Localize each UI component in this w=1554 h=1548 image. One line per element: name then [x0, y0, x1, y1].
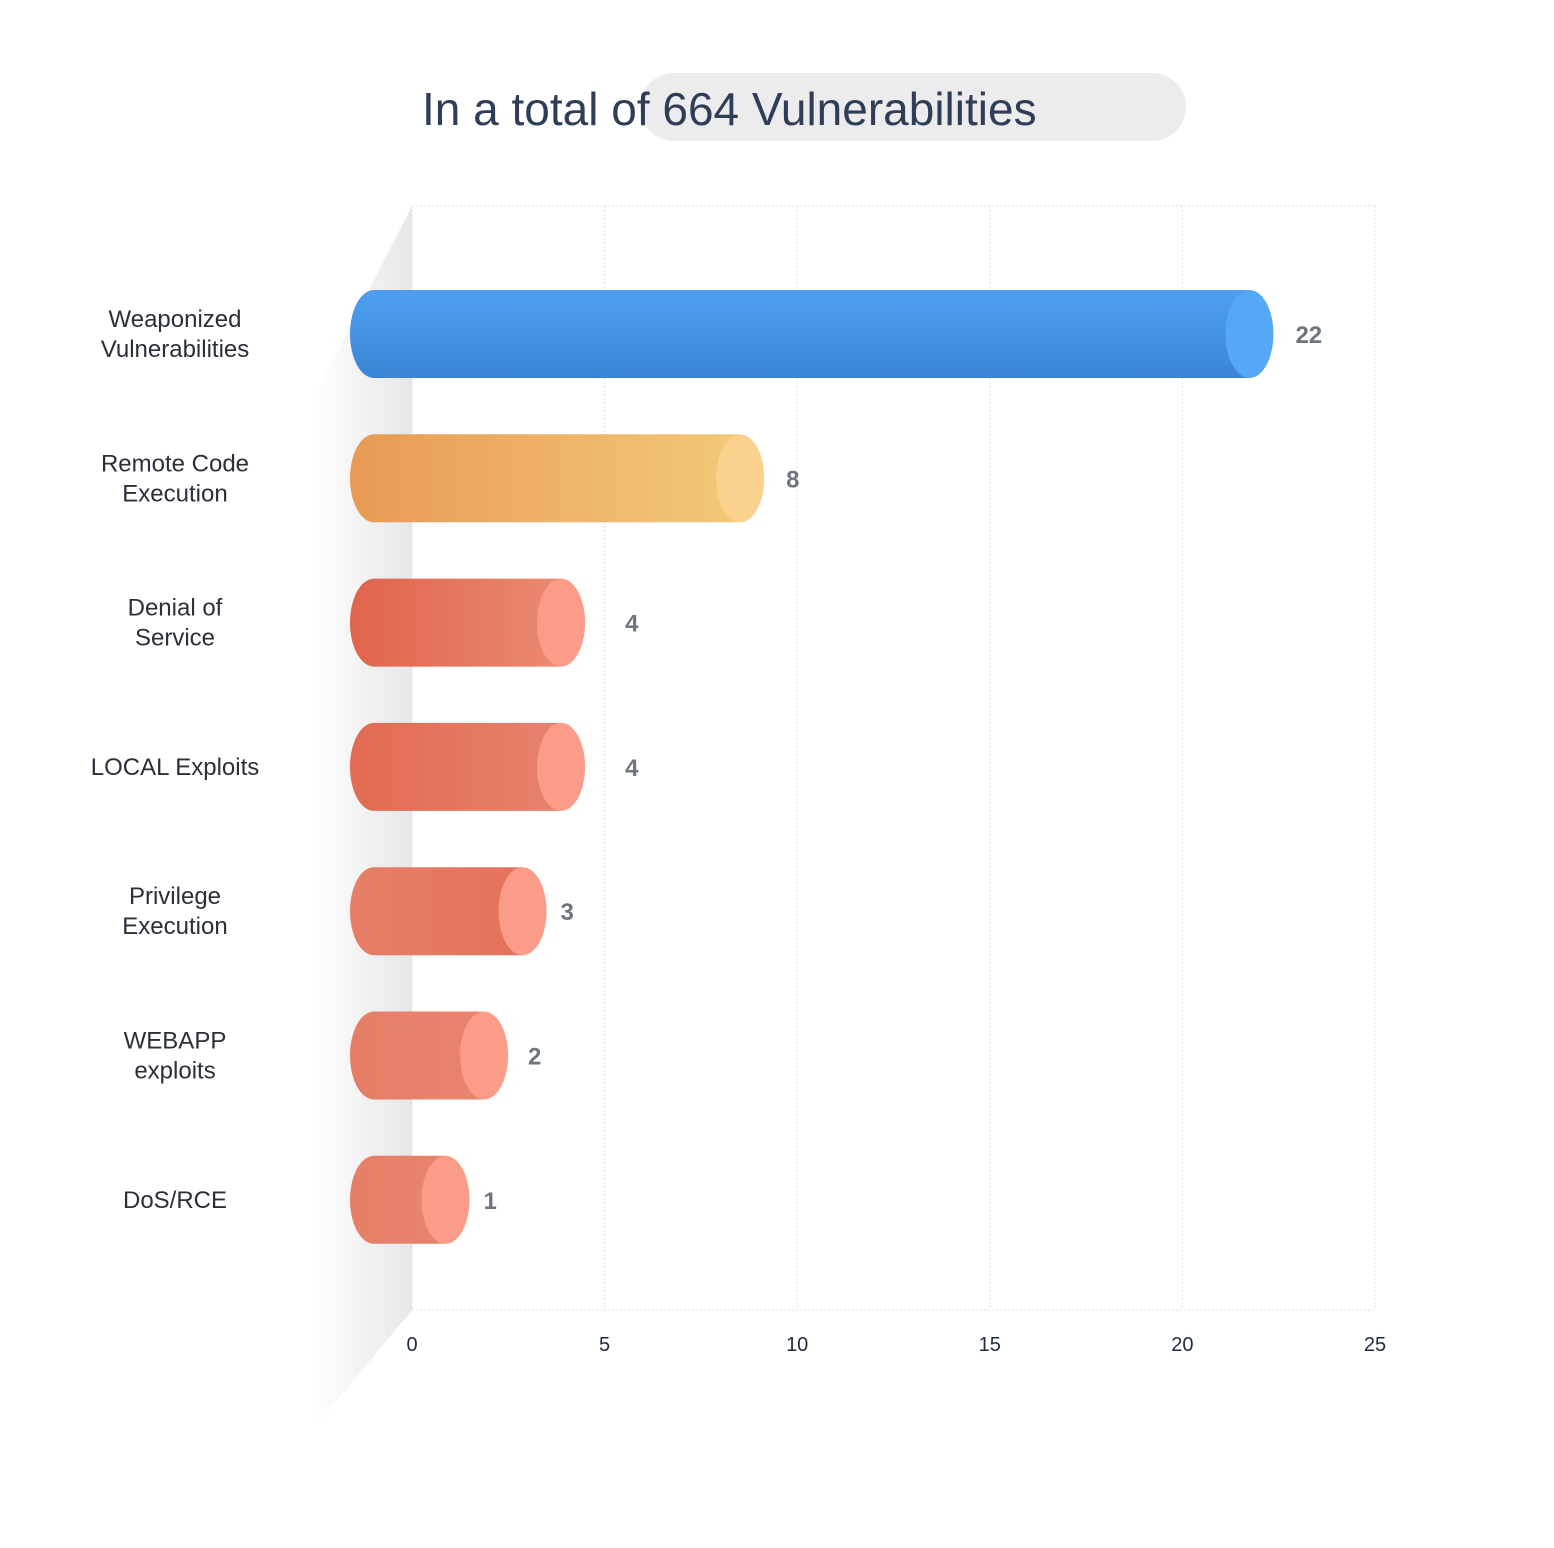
- bar-cap: [421, 1155, 470, 1244]
- x-tick-label: 15: [979, 1334, 1001, 1356]
- title-pill: [640, 73, 1186, 141]
- category-label-line: Service: [135, 625, 215, 652]
- x-tick-label: 0: [406, 1334, 417, 1356]
- bar-cap: [498, 867, 547, 956]
- category-label: LOCAL Exploits: [91, 754, 260, 781]
- x-tick-label: 5: [599, 1334, 610, 1356]
- bar-body: [350, 722, 562, 811]
- chart-side-wall: [312, 206, 412, 1430]
- bar-2: 4: [350, 578, 639, 667]
- bars: 22 8 4 4 3 2 1: [350, 290, 1322, 1244]
- category-label-line: WEBAPP: [124, 1028, 227, 1055]
- category-label: Denial of Service: [128, 595, 223, 652]
- x-tick-label: 10: [786, 1334, 808, 1356]
- x-tick-label: 25: [1364, 1334, 1386, 1356]
- category-label-line: Execution: [122, 913, 227, 940]
- value-label: 1: [484, 1188, 497, 1215]
- bar-body: [350, 1155, 446, 1244]
- category-label-line: LOCAL Exploits: [91, 754, 260, 781]
- bar-cap: [537, 578, 586, 667]
- bar-4: 3: [350, 867, 574, 956]
- category-label: Privilege Execution: [122, 883, 227, 940]
- bar-cap: [460, 1011, 509, 1100]
- category-label-line: Denial of: [128, 595, 223, 622]
- bar-body: [350, 1011, 485, 1100]
- category-label: Weaponized Vulnerabilities: [101, 306, 250, 363]
- bar-cap: [1225, 290, 1274, 378]
- chart-title: In a total of 664 Vulnerabilities: [422, 83, 1037, 135]
- bar-1: 8: [350, 434, 800, 523]
- category-label: DoS/RCE: [123, 1187, 227, 1214]
- value-label: 2: [528, 1044, 541, 1071]
- bar-body: [350, 578, 562, 667]
- bar-5: 2: [350, 1011, 541, 1100]
- value-label: 3: [561, 899, 574, 926]
- category-label-line: Remote Code: [101, 450, 249, 477]
- category-label-line: Execution: [122, 480, 227, 507]
- category-label-line: Weaponized: [109, 306, 242, 333]
- x-axis-ticks: 0 5 10 15 20 25: [406, 1334, 1386, 1356]
- bar-6: 1: [350, 1155, 497, 1244]
- bar-0: 22: [350, 290, 1322, 378]
- category-label-line: Vulnerabilities: [101, 336, 250, 363]
- category-labels: Weaponized Vulnerabilities Remote Code Exec…: [91, 306, 260, 1214]
- bar-cap: [537, 722, 586, 811]
- bar-3: 4: [350, 722, 639, 811]
- grid-lines: [411, 205, 1376, 1311]
- value-label: 4: [625, 755, 639, 782]
- value-label: 8: [786, 466, 799, 493]
- category-label: Remote Code Execution: [101, 450, 249, 507]
- category-label: WEBAPP exploits: [124, 1028, 227, 1085]
- category-label-line: Privilege: [129, 883, 221, 910]
- x-tick-label: 20: [1171, 1334, 1193, 1356]
- bar-body: [350, 290, 1250, 378]
- bar-body: [350, 867, 523, 956]
- value-label: 22: [1295, 322, 1322, 349]
- bar-body: [350, 434, 741, 523]
- bar-cap: [716, 434, 765, 523]
- value-label: 4: [625, 611, 639, 638]
- category-label-line: DoS/RCE: [123, 1187, 227, 1214]
- category-label-line: exploits: [134, 1058, 215, 1085]
